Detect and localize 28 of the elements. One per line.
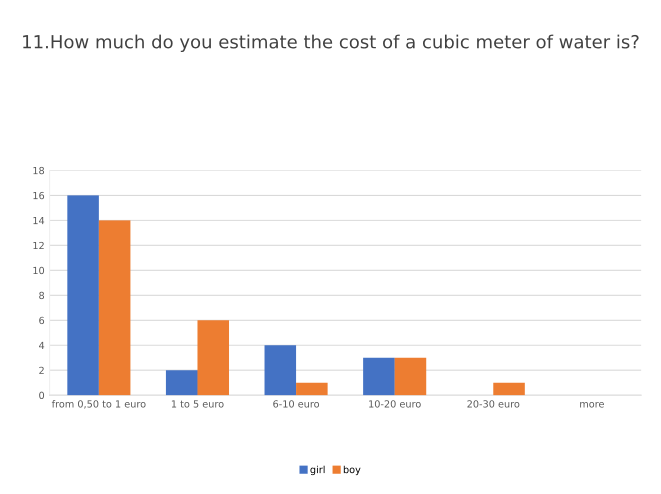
x-tick-label: from 0,50 to 1 euro [52,400,146,409]
x-tick-label: more [580,402,604,408]
y-tick-label: 0 [39,392,44,400]
y-tick-label: 2 [39,366,44,374]
y-tick-label: 10 [33,266,44,274]
legend-label: boy [344,466,361,476]
y-tick-label: 4 [39,342,44,349]
x-tick-label: 20-30 euro [467,400,520,408]
bar [394,358,426,396]
legend-label: girl [310,466,325,476]
x-tick-label: 1 to 5 euro [172,400,224,408]
bar [98,220,130,396]
y-tick-label: 6 [39,316,44,324]
bar [264,345,296,396]
bar [67,195,99,396]
x-tick-label: 10-20 euro [369,400,421,408]
bar [493,382,525,396]
bar [296,382,328,396]
bar [363,358,395,396]
bar [166,370,198,396]
bar [197,320,230,396]
y-tick-label: 8 [39,292,44,300]
y-tick-label: 16 [33,192,44,200]
y-tick-label: 14 [33,216,44,224]
x-tick-label: 6-10 euro [273,400,320,408]
y-tick-label: 12 [33,242,44,250]
chart-title: 11.How much do you estimate the cost of a cubic meter of water is? [23,34,639,52]
y-tick-label: 18 [33,166,44,174]
